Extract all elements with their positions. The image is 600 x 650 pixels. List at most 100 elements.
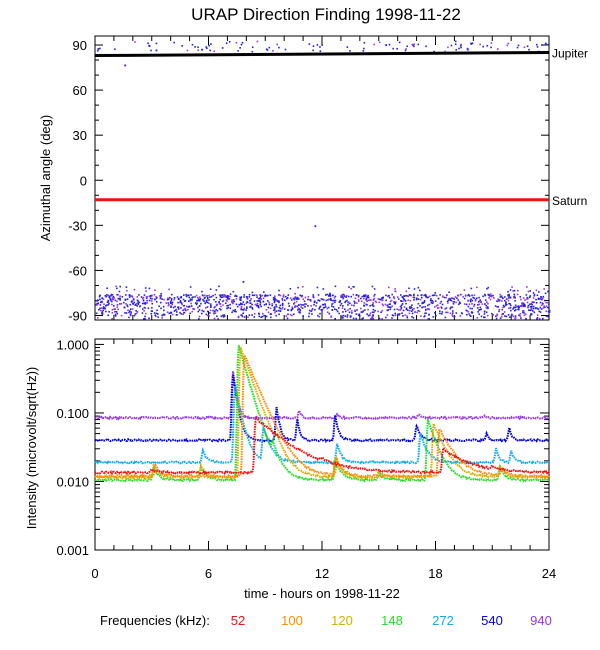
azimuth-point xyxy=(189,298,192,301)
azimuth-point xyxy=(372,304,374,307)
azimuth-point xyxy=(166,298,169,301)
azimuth-point xyxy=(351,312,353,314)
azimuth-point xyxy=(418,310,421,313)
azimuth-point xyxy=(179,311,181,314)
azimuth-point xyxy=(253,316,256,318)
azimuth-point xyxy=(391,314,394,316)
azimuth-point xyxy=(526,298,528,300)
azimuth-point xyxy=(431,294,434,297)
azimuth-point xyxy=(485,304,488,307)
azimuth-point xyxy=(503,311,506,313)
azimuth-point xyxy=(155,315,157,318)
azimuth-point xyxy=(269,316,272,319)
azimuth-point xyxy=(389,308,392,311)
azimuth-point xyxy=(182,294,185,296)
chart-title: URAP Direction Finding 1998-11-22 xyxy=(191,5,461,24)
azimuth-point xyxy=(267,306,270,309)
azimuth-point xyxy=(361,311,364,313)
azimuth-point xyxy=(515,306,518,308)
azimuth-point xyxy=(103,303,105,306)
azimuth-point xyxy=(225,42,228,44)
azimuth-point xyxy=(459,315,462,317)
azimuth-point xyxy=(513,309,516,312)
azimuth-point xyxy=(471,311,473,313)
azimuth-point xyxy=(452,315,455,318)
azimuth-point xyxy=(417,302,420,305)
azimuth-point xyxy=(475,297,478,300)
azimuth-point xyxy=(352,293,355,296)
azimuth-point xyxy=(272,297,275,299)
frequency-legend: Frequencies (kHz): 52 100 120 148 272 540 940 xyxy=(100,613,552,628)
azimuth-point xyxy=(97,48,100,50)
azimuth-point xyxy=(514,315,517,317)
azimuth-point xyxy=(469,299,472,302)
x-tick-label: 24 xyxy=(542,566,556,581)
azimuth-point xyxy=(334,308,336,311)
azimuth-point xyxy=(540,308,543,310)
azimuth-point xyxy=(239,47,241,49)
azimuth-point xyxy=(480,315,483,318)
azimuth-point xyxy=(386,304,389,307)
azimuth-point xyxy=(281,303,284,306)
azimuth-point xyxy=(328,298,330,301)
azimuth-point xyxy=(423,299,426,302)
azimuth-point xyxy=(396,47,398,50)
azimuth-point xyxy=(400,300,403,303)
azimuth-point xyxy=(347,309,349,311)
x-tick-label: 12 xyxy=(315,566,329,581)
azimuth-point xyxy=(307,305,309,307)
azimuth-point xyxy=(133,301,136,304)
azimuth-point xyxy=(128,311,130,314)
azimuth-point xyxy=(128,294,131,296)
azimuth-point xyxy=(428,308,430,311)
azimuth-point xyxy=(253,312,256,315)
azimuth-point xyxy=(196,302,198,305)
reference-line-label: Jupiter xyxy=(552,47,588,61)
azimuth-point xyxy=(404,49,407,52)
azimuth-point xyxy=(153,312,156,314)
azimuth-point xyxy=(239,302,242,305)
azimuth-point xyxy=(111,298,114,300)
azimuth-point xyxy=(129,313,132,316)
azimuth-point xyxy=(407,295,410,298)
azimuth-point xyxy=(308,298,311,301)
azimuth-point xyxy=(138,294,140,296)
azimuth-point xyxy=(148,295,151,298)
azimuth-point xyxy=(468,303,471,306)
azimuth-point xyxy=(405,307,408,310)
azimuth-point xyxy=(424,293,427,296)
azimuth-data: Jupiter Saturn xyxy=(94,40,588,320)
azimuth-point xyxy=(209,312,211,314)
azimuth-point xyxy=(519,296,522,298)
azimuth-point xyxy=(365,303,367,306)
azimuth-point xyxy=(130,301,133,303)
azimuth-point xyxy=(365,297,368,300)
azimuth-point xyxy=(135,310,137,312)
azimuth-point xyxy=(332,306,335,308)
azimuth-point xyxy=(96,303,99,306)
azimuth-point xyxy=(504,315,506,317)
azimuth-point xyxy=(503,299,506,302)
azimuth-point xyxy=(231,301,234,304)
azimuth-point xyxy=(281,299,284,302)
azimuth-point xyxy=(154,298,156,301)
azimuth-point xyxy=(144,287,147,289)
azimuth-point xyxy=(157,316,159,318)
azimuth-point xyxy=(452,301,455,303)
azimuth-point xyxy=(264,294,267,296)
azimuth-point xyxy=(330,305,333,307)
azimuth-point xyxy=(347,304,349,306)
azimuth-point xyxy=(241,303,243,305)
azimuth-point xyxy=(491,312,493,315)
azimuth-point xyxy=(219,295,222,298)
azimuth-point xyxy=(513,306,515,309)
azimuth-point xyxy=(434,300,437,302)
azimuth-point xyxy=(433,50,435,53)
azimuth-point xyxy=(480,308,482,311)
azimuth-point xyxy=(221,294,224,296)
azimuth-point xyxy=(341,295,344,298)
azimuth-point xyxy=(150,300,153,302)
azimuth-point xyxy=(160,292,162,295)
azimuth-point xyxy=(290,309,293,312)
azimuth-point xyxy=(218,301,220,303)
